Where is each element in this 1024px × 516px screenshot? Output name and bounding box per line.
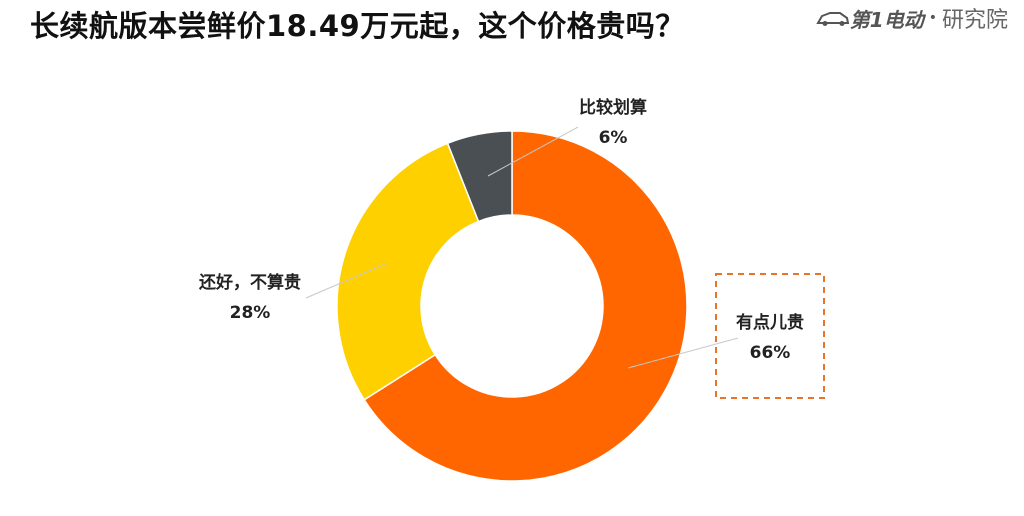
slice-labels: 有点儿贵 66% 还好，不算贵 28% 比较划算 6% (198, 97, 804, 363)
label-bijiaohuasuan-category: 比较划算 (579, 97, 647, 118)
logo-brand-text: 第1电动 (849, 7, 924, 32)
donut-slices (336, 130, 688, 482)
label-youdianergui-category: 有点儿贵 (736, 312, 804, 333)
leader-lines (305, 126, 739, 369)
car-icon (816, 12, 850, 26)
page-title: 长续航版本尝鲜价18.49万元起，这个价格贵吗？ (30, 9, 685, 43)
leader-line (627, 337, 739, 369)
leader-line (305, 263, 386, 299)
label-haihao-busuangui-value: 28% (230, 303, 271, 323)
label-bijiaohuasuan-value: 6% (599, 128, 628, 148)
logo-separator: • (928, 10, 937, 26)
leader-line (487, 126, 579, 177)
label-haihao-busuangui-category: 还好，不算贵 (198, 272, 301, 293)
highlight-box (715, 273, 825, 399)
slice-bijiaohuasuan (446, 130, 513, 223)
slice-haihao-busuangui (336, 142, 480, 401)
label-youdianergui-value: 66% (750, 343, 791, 363)
logo-unit-text: 研究院 (941, 8, 1008, 33)
brand-logo: 第1电动 • 研究院 (816, 2, 1008, 34)
slice-youdianergui (363, 130, 688, 482)
